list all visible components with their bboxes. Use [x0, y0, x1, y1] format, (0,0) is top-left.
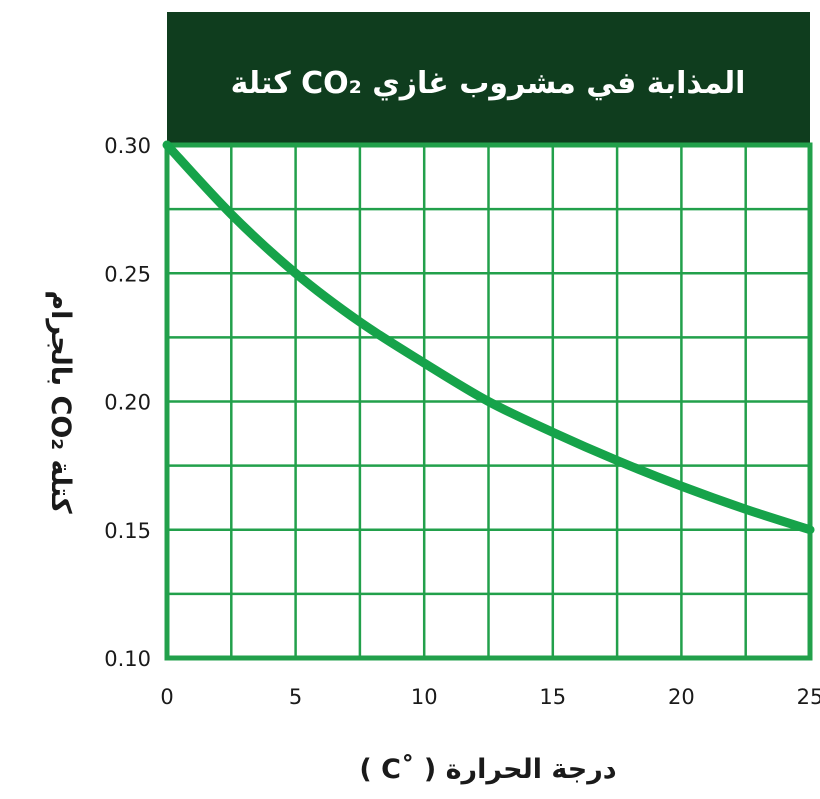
y-tick-label: 0.30 — [104, 134, 151, 158]
x-tick-labels: 0 5 10 15 20 25 — [160, 685, 820, 709]
data-point — [228, 211, 234, 217]
data-point — [614, 457, 620, 463]
y-axis-label: كتلة CO₂ بالجرام — [45, 290, 76, 514]
data-point — [807, 527, 813, 533]
y-tick-label: 0.20 — [104, 391, 151, 415]
data-point — [550, 429, 556, 435]
x-tick-label: 25 — [797, 685, 820, 709]
series-line — [162, 140, 815, 535]
y-tick-label: 0.10 — [104, 647, 151, 671]
x-tick-label: 20 — [668, 685, 695, 709]
data-point — [421, 360, 427, 366]
data-point — [743, 506, 749, 512]
x-tick-label: 10 — [411, 685, 438, 709]
x-tick-label: 5 — [289, 685, 302, 709]
data-point — [164, 142, 170, 148]
y-tick-labels: 0.30 0.25 0.20 0.15 0.10 — [104, 134, 151, 671]
x-tick-label: 15 — [539, 685, 566, 709]
grid — [167, 145, 810, 658]
data-point — [357, 319, 363, 325]
chart-title: كتلة CO₂ المذابة في مشروب غازي — [231, 66, 746, 101]
x-tick-label: 0 — [160, 685, 173, 709]
data-point — [486, 399, 492, 405]
data-point — [293, 270, 299, 276]
title-banner — [167, 12, 810, 144]
y-tick-label: 0.25 — [104, 262, 151, 286]
plot-frame — [164, 142, 813, 661]
x-axis-label: درجة الحرارة ( ˚C ) — [359, 754, 616, 785]
data-point — [678, 483, 684, 489]
y-tick-label: 0.15 — [104, 519, 151, 543]
